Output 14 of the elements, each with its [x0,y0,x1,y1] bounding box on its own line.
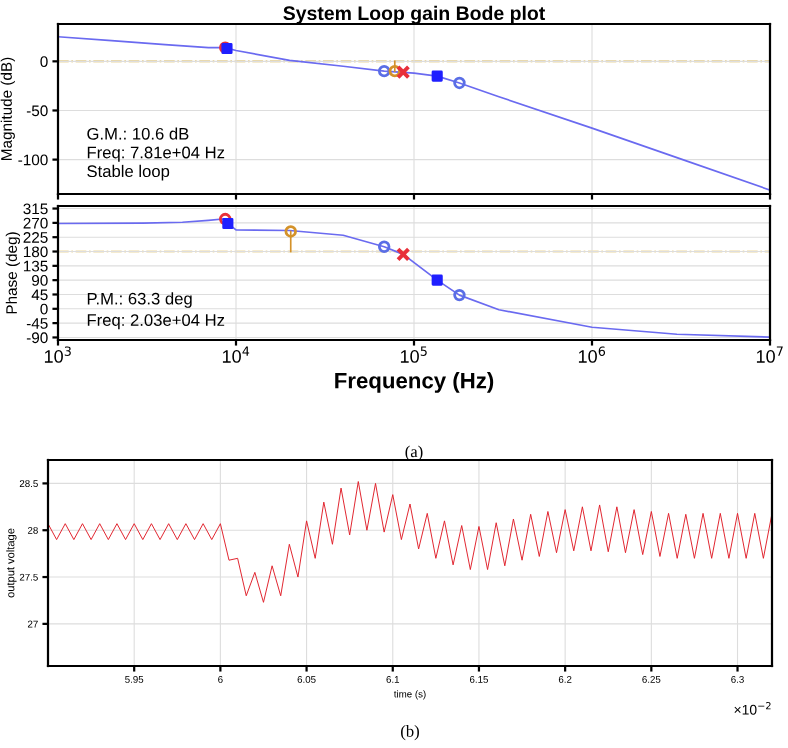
x-tick-label: 10$^{6}$ [578,346,606,363]
annotation: (a) [405,445,423,461]
x-tick-label: 10$^{5}$ [400,346,427,363]
chart-title: System Loop gain Bode plot [283,5,546,24]
x-tick-label: 10$^{3}$ [44,346,71,363]
x-axis-title: Frequency (Hz) [335,372,494,393]
annotation: Freq: 7.81e+04 Hz [87,146,225,162]
annotation: Freq: 2.03e+04 Hz [87,314,225,330]
annotation: G.M.: 10.6 dB [87,127,189,140]
x-tick-label: 10$^{7}$ [756,346,783,363]
annotation: P.M.: 63.3 deg [87,292,192,308]
text: (b) [401,725,419,741]
annotation: Stable loop [87,164,170,181]
x-tick-label: 10$^{4}$ [222,346,250,363]
